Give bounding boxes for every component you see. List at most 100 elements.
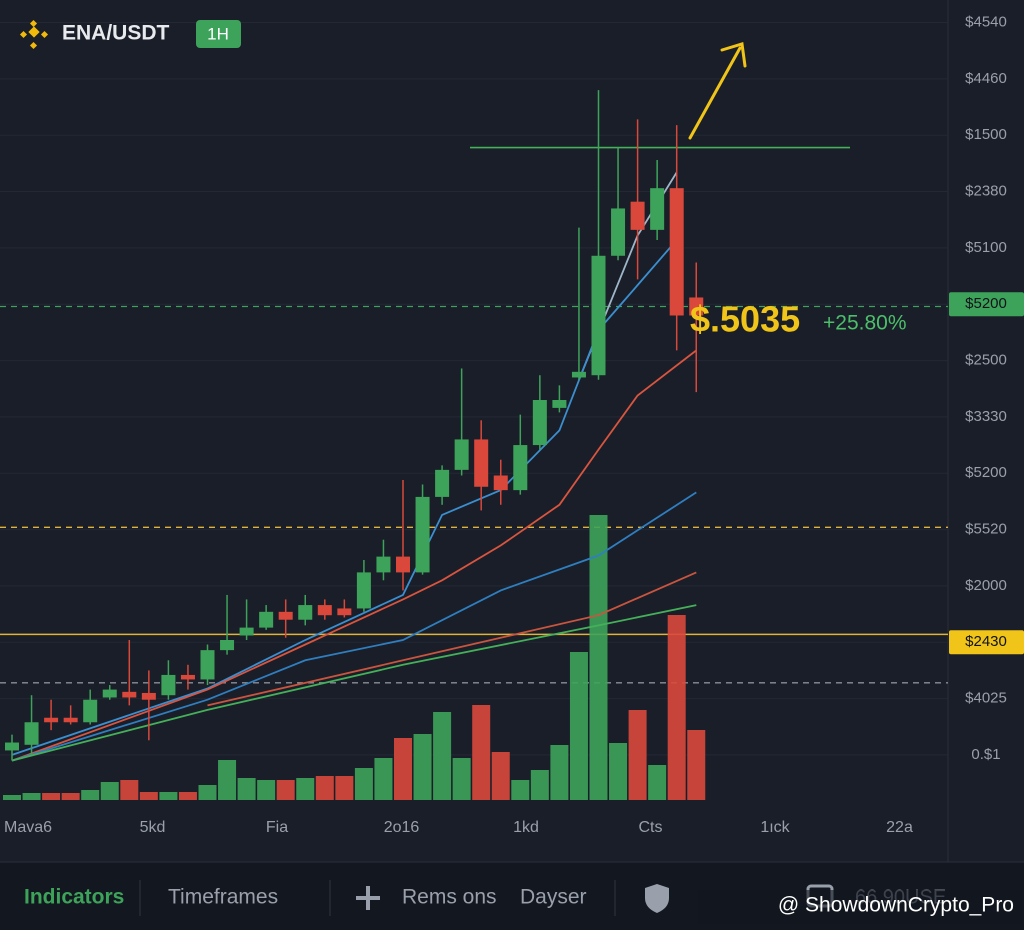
x-tick-label: 22a [886,819,913,836]
moving-average [207,571,697,707]
candle-body [83,699,98,723]
candle-body [552,400,567,408]
candle-body [630,201,645,230]
y-tick-label: $2500 [965,352,1007,369]
shield-icon[interactable] [645,884,669,913]
moving-average [11,239,678,756]
price-tag [949,630,1024,655]
candle-body [591,255,606,376]
toolbar-item[interactable]: Rems ons [402,886,497,909]
interval-badge[interactable] [196,20,241,48]
candle-body [5,742,19,751]
volume-bar [100,782,119,800]
y-tick-label: $5200 [965,464,1007,481]
candle-body [122,691,137,698]
volume-bar [550,745,569,800]
candle-body [435,469,450,497]
candle-body [44,717,59,723]
x-tick-label: Fia [266,819,288,836]
candle-body [180,674,195,680]
volume-bar [178,792,197,800]
volume-bar [667,615,686,800]
volume-bar [198,785,217,800]
volume-bar [276,780,295,800]
volume-bar [394,738,412,800]
volume-bar [628,710,647,800]
candle-body [63,717,78,723]
y-tick-label: $5100 [965,239,1007,256]
volume-bar [139,792,158,800]
volume-bar [120,780,139,800]
volume-bar [511,780,530,800]
candle-body [669,188,684,316]
y-tick-label: $4025 [965,690,1007,707]
volume-bar [296,778,315,800]
candle-body [650,188,665,230]
y-tick-label: $5200 [965,295,1007,312]
candle-body [317,605,332,616]
volume-bar [81,790,100,800]
y-tick-label: 0.$1 [971,746,1000,763]
candle-body [493,475,508,491]
x-tick-label: 5kd [140,819,166,836]
volume-bar [257,780,276,800]
volume-bar [413,734,432,800]
volume-bar [42,793,61,800]
volume-bar [491,752,510,800]
price-tag [949,292,1024,317]
volume-bar [609,743,628,800]
watermark: @ ShowdownCrypto_Pro [778,894,1014,917]
cross-icon[interactable] [356,886,380,910]
candle-body [259,611,274,628]
watermark-bg [698,890,1022,924]
candle-body [24,722,39,745]
volume-bar [335,776,354,800]
x-tick-label: Mava6 [4,819,52,836]
volume-bar [433,712,452,800]
volume-bar [472,705,491,800]
candle-body [611,208,626,256]
interval[interactable]: 1H [207,24,229,43]
candle-body [376,556,391,573]
candle-body [356,572,371,609]
candle-body [278,611,293,620]
toolbar-item[interactable]: Dayser [520,886,587,909]
volume-bar [159,792,178,800]
moving-average [11,349,697,762]
candle-body [337,608,352,616]
volume-bar [687,730,706,800]
x-tick-label: 2o16 [384,819,420,836]
toolbar-item[interactable]: Timeframes [168,886,278,909]
candle-body [513,445,528,491]
candle-body [141,692,156,700]
moving-average [11,604,697,762]
candle-body [239,627,254,636]
candle-body [474,439,489,487]
toolbar-item[interactable]: Indicators [24,886,124,909]
candle-body [200,650,215,680]
y-tick-label: $4460 [965,70,1007,87]
candle-body [571,371,586,378]
moving-average [11,491,697,762]
x-tick-label: Cts [639,819,663,836]
candle-body [220,640,235,651]
x-tick-label: 1ıck [760,819,790,836]
y-tick-label: $3330 [965,408,1007,425]
arrow [688,42,747,140]
candle-body [415,496,430,573]
volume-bar [354,768,373,800]
volume-bar [237,778,256,800]
volume-bar [315,776,334,800]
y-tick-label: $2380 [965,183,1007,200]
y-tick-label: $5520 [965,521,1007,538]
pair: ENA/USDT [62,22,170,45]
y-tick-label: $1500 [965,126,1007,143]
volume-bar [569,652,588,800]
volume-bar [648,765,667,800]
candle-body [161,674,176,696]
y-tick-label: $2000 [965,577,1007,594]
volume-bar [61,793,80,800]
volume-bar [218,760,237,800]
